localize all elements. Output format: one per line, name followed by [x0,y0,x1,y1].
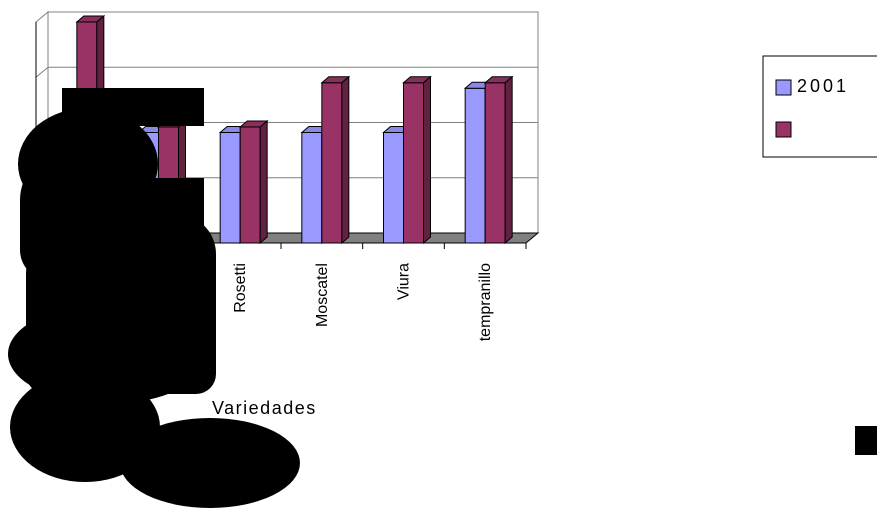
occlusion-blob-bottom [120,418,300,508]
legend-swatch-series-2 [775,121,792,138]
tick-label-viura: Viura [396,263,413,300]
bar-viura-series-2 [402,75,432,245]
legend: 2001 [762,55,877,158]
gridline [35,66,538,78]
occlusion-block-bottom-right [855,426,877,455]
tick-label-moscatel: Moscatel [314,263,331,327]
bar-tempranillo-series-2 [483,75,514,245]
tick-label-tempranillo: tempranillo [477,263,494,341]
bar-moscatel-series-2 [320,75,351,245]
tick-label-rosetti: Rosetti [232,263,249,313]
legend-frame [762,55,877,158]
legend-swatch-2001 [775,79,792,96]
category-tick-labels: Rosetti Moscatel Viura tempranillo [232,263,494,341]
bar-rosetti-series-2 [238,119,269,245]
legend-label-2001: 2001 [797,76,849,96]
x-axis-title: Variedades [212,398,317,418]
